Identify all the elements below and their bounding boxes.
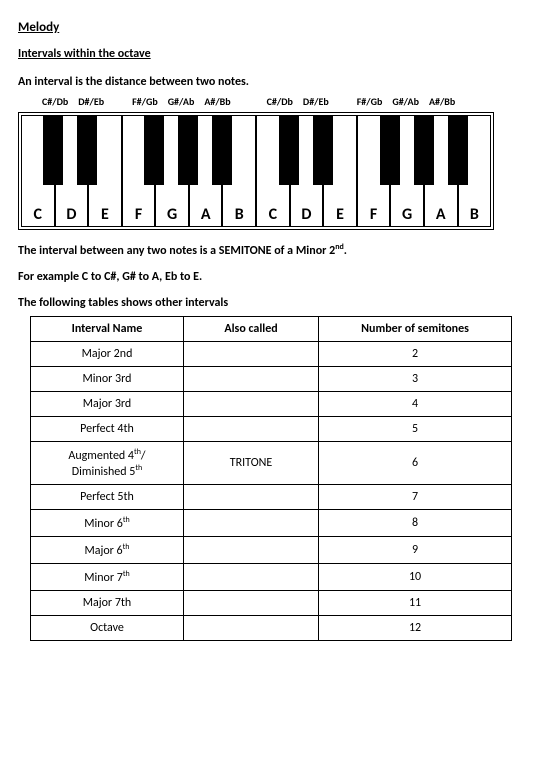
black-label: A#/Bb (429, 95, 455, 108)
piano-diagram: CDEFGABCDEFGAB (18, 112, 494, 230)
black-key (77, 115, 97, 185)
col-also-called: Also called (183, 317, 318, 342)
white-key-label: A (425, 205, 457, 224)
semitone-text: The interval between any two notes is a … (18, 242, 522, 258)
cell-also-called (183, 537, 318, 564)
cell-also-called (183, 367, 318, 392)
black-label: G#/Ab (168, 95, 195, 108)
black-key (178, 115, 198, 185)
cell-semitones: 3 (319, 367, 512, 392)
table-row: Major 2nd 2 (31, 342, 512, 367)
cell-also-called (183, 616, 318, 641)
cell-interval-name: Augmented 4th/Diminished 5th (31, 442, 184, 485)
table-row: Major 6th 9 (31, 537, 512, 564)
table-row: Minor 3rd 3 (31, 367, 512, 392)
cell-semitones: 7 (319, 485, 512, 510)
black-label: C#/Db (267, 95, 293, 108)
black-key (43, 115, 63, 185)
cell-semitones: 12 (319, 616, 512, 641)
table-row: Minor 7th 10 (31, 564, 512, 591)
table-row: Perfect 4th 5 (31, 417, 512, 442)
cell-semitones: 8 (319, 510, 512, 537)
cell-also-called (183, 342, 318, 367)
cell-interval-name: Major 7th (31, 591, 184, 616)
white-key-label: B (459, 205, 491, 224)
cell-semitones: 2 (319, 342, 512, 367)
table-row: Major 3rd 4 (31, 392, 512, 417)
table-row: Octave 12 (31, 616, 512, 641)
cell-interval-name: Minor 3rd (31, 367, 184, 392)
cell-semitones: 5 (319, 417, 512, 442)
black-key (279, 115, 299, 185)
table-header-row: Interval Name Also called Number of semi… (31, 317, 512, 342)
white-key-label: C (22, 205, 54, 224)
cell-interval-name: Major 6th (31, 537, 184, 564)
cell-interval-name: Minor 7th (31, 564, 184, 591)
white-key-label: E (89, 205, 121, 224)
table-row: Major 7th 11 (31, 591, 512, 616)
cell-semitones: 10 (319, 564, 512, 591)
cell-semitones: 11 (319, 591, 512, 616)
black-key (212, 115, 232, 185)
cell-semitones: 9 (319, 537, 512, 564)
example-text: For example C to C#, G# to A, Eb to E. (18, 270, 522, 284)
cell-interval-name: Perfect 5th (31, 485, 184, 510)
table-intro: The following tables shows other interva… (18, 296, 522, 310)
intervals-table: Interval Name Also called Number of semi… (30, 316, 512, 641)
cell-semitones: 4 (319, 392, 512, 417)
cell-semitones: 6 (319, 442, 512, 485)
cell-interval-name: Minor 6th (31, 510, 184, 537)
cell-interval-name: Octave (31, 616, 184, 641)
cell-interval-name: Perfect 4th (31, 417, 184, 442)
page-subtitle: Intervals within the octave (18, 47, 522, 61)
white-key-label: D (56, 205, 88, 224)
white-key-label: F (123, 205, 155, 224)
cell-also-called (183, 591, 318, 616)
black-label: A#/Bb (204, 95, 230, 108)
white-key-label: E (324, 205, 356, 224)
white-key-label: C (257, 205, 289, 224)
white-key-label: D (291, 205, 323, 224)
black-key (144, 115, 164, 185)
cell-also-called: TRITONE (183, 442, 318, 485)
intro-text: An interval is the distance between two … (18, 75, 522, 89)
cell-also-called (183, 417, 318, 442)
black-key (448, 115, 468, 185)
black-label: C#/Db (42, 95, 68, 108)
table-row: Minor 6th 8 (31, 510, 512, 537)
black-key-labels: C#/Db D#/Eb F#/Gb G#/Ab A#/Bb C#/Db D#/E… (42, 95, 522, 108)
black-key (313, 115, 333, 185)
white-key-label: A (190, 205, 222, 224)
black-label: F#/Gb (132, 95, 158, 108)
cell-interval-name: Major 3rd (31, 392, 184, 417)
white-key-label: B (223, 205, 255, 224)
black-key (380, 115, 400, 185)
cell-also-called (183, 564, 318, 591)
cell-also-called (183, 510, 318, 537)
white-key-label: G (156, 205, 188, 224)
white-key-label: G (391, 205, 423, 224)
table-row: Augmented 4th/Diminished 5thTRITONE6 (31, 442, 512, 485)
black-label: G#/Ab (392, 95, 419, 108)
cell-also-called (183, 392, 318, 417)
black-label: D#/Eb (78, 95, 104, 108)
cell-interval-name: Major 2nd (31, 342, 184, 367)
black-label: D#/Eb (303, 95, 329, 108)
cell-also-called (183, 485, 318, 510)
black-label: F#/Gb (357, 95, 383, 108)
white-key-label: F (358, 205, 390, 224)
table-row: Perfect 5th 7 (31, 485, 512, 510)
page-title: Melody (18, 20, 522, 35)
col-interval-name: Interval Name (31, 317, 184, 342)
black-key (414, 115, 434, 185)
col-semitones: Number of semitones (319, 317, 512, 342)
